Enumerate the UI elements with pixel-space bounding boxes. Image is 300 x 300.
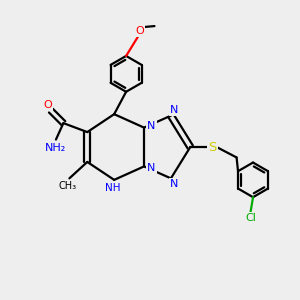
Text: NH: NH <box>105 183 120 193</box>
Text: O: O <box>135 26 144 36</box>
Text: S: S <box>208 140 217 154</box>
Text: O: O <box>44 100 52 110</box>
Text: N: N <box>170 105 178 115</box>
Text: NH₂: NH₂ <box>45 143 66 153</box>
Text: Cl: Cl <box>245 213 256 223</box>
Text: N: N <box>147 163 156 173</box>
Text: CH₃: CH₃ <box>59 182 77 191</box>
Text: N: N <box>170 179 178 189</box>
Text: N: N <box>147 121 156 131</box>
